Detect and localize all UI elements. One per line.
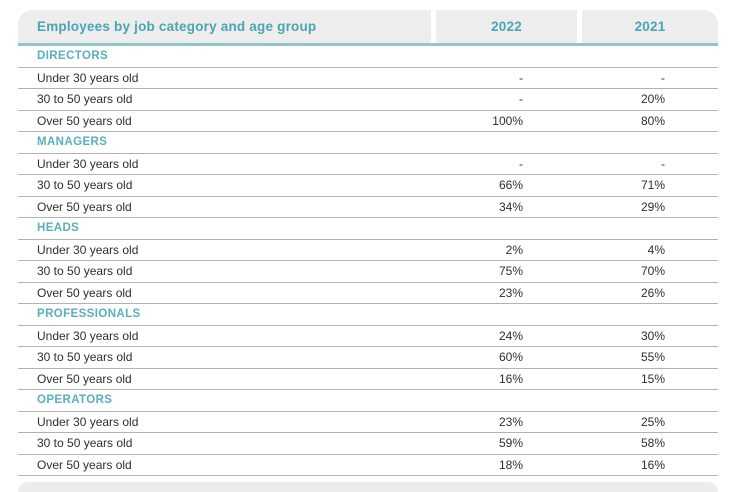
value-2022: 24% xyxy=(498,328,523,343)
section-label: PROFESSIONALS xyxy=(37,308,141,321)
value-2022: 75% xyxy=(498,264,523,279)
value-2021: 4% xyxy=(647,242,665,257)
row-label: 30 to 50 years old xyxy=(37,92,133,107)
row-label: Under 30 years old xyxy=(37,156,139,171)
value-2021: 71% xyxy=(640,178,665,193)
section-label: HEADS xyxy=(37,222,80,235)
row-label: Under 30 years old xyxy=(37,242,139,257)
section-header-managers: MANAGERS xyxy=(18,132,718,154)
header-underline xyxy=(18,43,718,46)
row-label: Under 30 years old xyxy=(37,70,139,85)
row-label: 30 to 50 years old xyxy=(37,178,133,193)
column-header-2021: 2021 xyxy=(582,10,718,43)
section-header-directors: DIRECTORS xyxy=(18,46,718,68)
table-body: DIRECTORS Under 30 years old - - 30 to 5… xyxy=(18,46,718,476)
row-label: Over 50 years old xyxy=(37,113,132,128)
row-label: Over 50 years old xyxy=(37,199,132,214)
table-row: Over 50 years old 23% 26% xyxy=(18,283,718,304)
table-title: Employees by job category and age group xyxy=(18,10,431,43)
value-2022: - xyxy=(519,156,523,171)
value-2022: 18% xyxy=(498,457,523,472)
value-2021: 26% xyxy=(640,285,665,300)
value-2022: 16% xyxy=(498,371,523,386)
table-row: Under 30 years old 24% 30% xyxy=(18,326,718,347)
row-label: Over 50 years old xyxy=(37,285,132,300)
table-row: 30 to 50 years old 60% 55% xyxy=(18,347,718,369)
value-2022: 23% xyxy=(498,285,523,300)
table-row: Over 50 years old 16% 15% xyxy=(18,369,718,390)
table-row: Under 30 years old - - xyxy=(18,68,718,89)
value-2022: 34% xyxy=(498,199,523,214)
table-row: 30 to 50 years old 59% 58% xyxy=(18,433,718,455)
row-label: 30 to 50 years old xyxy=(37,436,133,451)
value-2022: 2% xyxy=(505,242,523,257)
row-label: Over 50 years old xyxy=(37,457,132,472)
column-header-2022: 2022 xyxy=(436,10,577,43)
table-row: Under 30 years old 2% 4% xyxy=(18,240,718,261)
value-2022: 59% xyxy=(498,436,523,451)
row-label: 30 to 50 years old xyxy=(37,350,133,365)
next-table-header-sliver xyxy=(18,482,718,492)
table-row: Over 50 years old 100% 80% xyxy=(18,111,718,132)
table-row: 30 to 50 years old 66% 71% xyxy=(18,175,718,197)
section-header-operators: OPERATORS xyxy=(18,390,718,412)
table-row: Under 30 years old - - xyxy=(18,154,718,175)
section-header-professionals: PROFESSIONALS xyxy=(18,304,718,326)
value-2021: 29% xyxy=(640,199,665,214)
value-2022: - xyxy=(519,92,523,107)
value-2021: 70% xyxy=(640,264,665,279)
table-row: 30 to 50 years old 75% 70% xyxy=(18,261,718,283)
value-2022: 66% xyxy=(498,178,523,193)
table-row: 30 to 50 years old - 20% xyxy=(18,89,718,111)
table-row: Under 30 years old 23% 25% xyxy=(18,412,718,433)
row-label: Under 30 years old xyxy=(37,328,139,343)
value-2021: 55% xyxy=(640,350,665,365)
row-label: Over 50 years old xyxy=(37,371,132,386)
row-label: Under 30 years old xyxy=(37,414,139,429)
value-2022: 23% xyxy=(498,414,523,429)
section-header-heads: HEADS xyxy=(18,218,718,240)
value-2021: 58% xyxy=(640,436,665,451)
table-row: Over 50 years old 18% 16% xyxy=(18,455,718,476)
value-2021: 30% xyxy=(640,328,665,343)
section-label: DIRECTORS xyxy=(37,50,109,63)
employees-by-age-table: Employees by job category and age group … xyxy=(18,10,718,492)
value-2022: 100% xyxy=(492,113,523,128)
value-2021: 25% xyxy=(640,414,665,429)
value-2021: 16% xyxy=(640,457,665,472)
value-2021: - xyxy=(661,70,665,85)
value-2021: - xyxy=(661,156,665,171)
section-label: MANAGERS xyxy=(37,136,108,149)
value-2021: 15% xyxy=(640,371,665,386)
section-label: OPERATORS xyxy=(37,394,113,407)
table-row: Over 50 years old 34% 29% xyxy=(18,197,718,218)
value-2021: 80% xyxy=(640,113,665,128)
value-2022: 60% xyxy=(498,350,523,365)
row-label: 30 to 50 years old xyxy=(37,264,133,279)
table-header: Employees by job category and age group … xyxy=(18,10,718,43)
value-2022: - xyxy=(519,70,523,85)
value-2021: 20% xyxy=(640,92,665,107)
